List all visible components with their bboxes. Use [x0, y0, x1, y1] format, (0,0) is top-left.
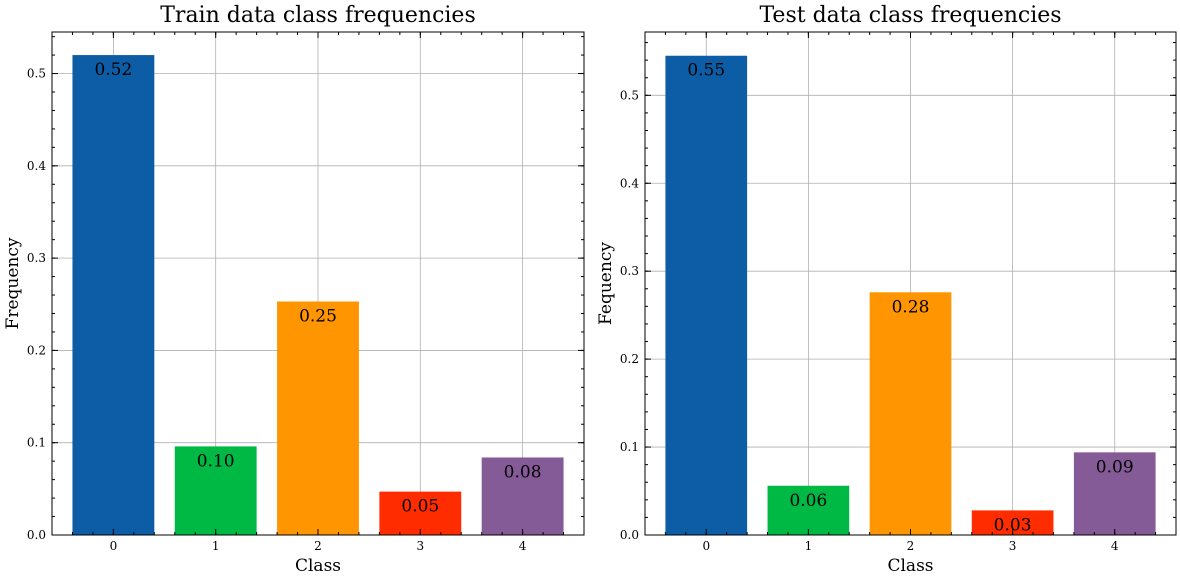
x-tick-label: 2 — [314, 539, 322, 553]
y-tick-label: 0.0 — [27, 528, 46, 542]
x-tick-label: 4 — [519, 539, 527, 553]
x-tick-label: 3 — [1009, 539, 1017, 553]
y-tick-label: 0.2 — [620, 352, 639, 366]
x-tick-label: 0 — [702, 539, 710, 553]
chart-title: Test data class frequencies — [759, 3, 1061, 28]
data-label: 0.10 — [197, 451, 235, 471]
x-tick-label: 1 — [212, 539, 220, 553]
y-tick-label: 0.2 — [27, 343, 46, 357]
bar-class-1 — [174, 446, 257, 535]
bar-class-2 — [277, 301, 359, 535]
data-label: 0.25 — [299, 306, 337, 326]
data-label: 0.28 — [892, 297, 930, 317]
y-tick-label: 0.4 — [620, 176, 639, 190]
data-label: 0.03 — [994, 515, 1032, 535]
x-tick-label: 0 — [110, 539, 118, 553]
x-tick-label: 2 — [907, 539, 915, 553]
y-axis-label: Frequency — [3, 237, 23, 329]
bar-class-3 — [379, 491, 462, 535]
data-label: 0.52 — [94, 60, 132, 80]
chart-panel-1: 0.55 0.06 0.28 0.03 0.09 0.0 0.1 0.2 0.3 0.4 0.5 0 1… — [596, 3, 1177, 576]
x-axis-label: Class — [887, 556, 933, 576]
data-label: 0.06 — [789, 491, 827, 511]
x-axis-label: Class — [295, 556, 341, 576]
y-tick-label: 0.4 — [27, 159, 46, 173]
y-tick-label: 0.3 — [620, 264, 639, 278]
y-tick-label: 0.1 — [620, 440, 639, 454]
bar-class-4 — [1073, 452, 1156, 535]
data-label: 0.05 — [401, 497, 439, 517]
x-tick-label: 3 — [416, 539, 424, 553]
x-tick-label: 1 — [805, 539, 813, 553]
bar-class-1 — [767, 485, 850, 535]
y-tick-label: 0.0 — [620, 528, 639, 542]
y-axis-label: Fequency — [596, 242, 616, 325]
chart-panel-0: 0.52 0.10 0.25 0.05 0.08 0.0 0.1 0.2 0.3 0.4 0.5 0 1… — [3, 3, 585, 576]
y-tick-label: 0.3 — [27, 251, 46, 265]
data-label: 0.09 — [1096, 457, 1134, 477]
bar-class-4 — [481, 457, 564, 535]
y-tick-label: 0.1 — [27, 436, 46, 450]
chart-title: Train data class frequencies — [160, 3, 476, 28]
bar-class-0 — [665, 55, 748, 535]
data-label: 0.08 — [504, 462, 542, 482]
bar-class-2 — [869, 292, 952, 535]
bar-class-0 — [72, 55, 155, 535]
x-tick-label: 4 — [1111, 539, 1119, 553]
y-tick-label: 0.5 — [27, 67, 46, 81]
data-label: 0.55 — [687, 61, 725, 81]
y-tick-label: 0.5 — [620, 88, 639, 102]
